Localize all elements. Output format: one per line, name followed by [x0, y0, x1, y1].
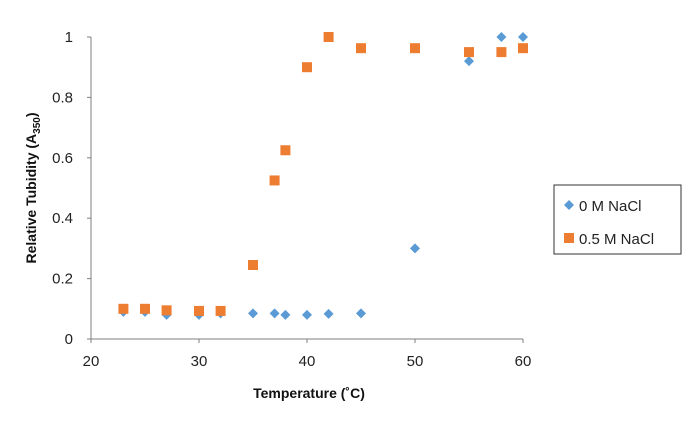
x-tick-label: 40	[299, 353, 316, 370]
legend-entry-05m-nacl: 0.5 M NaCl	[579, 231, 654, 248]
point-05m-nacl	[323, 32, 334, 42]
point-05m-nacl	[161, 305, 172, 316]
legend-marker-diamond	[564, 200, 574, 210]
y-tick-label: 0	[65, 331, 73, 348]
y-tick-label: 0.6	[52, 150, 73, 167]
legend: 0 M NaCl 0.5 M NaCl	[553, 184, 682, 255]
point-05m-nacl	[140, 303, 150, 314]
y-tick-label: 0.2	[52, 271, 73, 288]
point-05m-nacl	[496, 47, 507, 58]
point-05m-nacl	[248, 260, 258, 271]
point-05m-nacl	[410, 43, 420, 54]
data-points	[118, 32, 528, 320]
x-tick-label: 20	[83, 353, 100, 370]
point-0m-nacl	[496, 32, 507, 42]
point-05m-nacl	[118, 303, 129, 314]
tick-labels: 20 30 40 50 60 0 0.2 0.4 0.6 0.8 1	[52, 29, 531, 370]
point-05m-nacl	[215, 305, 226, 316]
point-05m-nacl	[280, 145, 291, 156]
legend-box	[553, 184, 682, 255]
point-05m-nacl	[464, 47, 474, 58]
x-tick-label: 50	[407, 353, 424, 370]
point-0m-nacl	[302, 309, 312, 320]
point-05m-nacl	[269, 175, 280, 186]
point-0m-nacl	[356, 308, 366, 319]
point-05m-nacl	[356, 43, 366, 54]
point-0m-nacl	[410, 243, 420, 254]
y-axis-label-tail: )	[23, 112, 39, 117]
axes	[90, 37, 523, 340]
point-0m-nacl	[248, 308, 258, 319]
legend-entry-0m-nacl: 0 M NaCl	[579, 198, 642, 215]
point-05m-nacl	[518, 43, 528, 54]
point-05m-nacl	[194, 305, 204, 316]
point-0m-nacl	[518, 32, 528, 42]
point-0m-nacl	[280, 309, 291, 320]
x-tick-label: 60	[515, 353, 532, 370]
y-tick-label: 0.4	[52, 210, 73, 227]
y-axis-label-main: Relative Tubidity (A	[23, 134, 39, 264]
y-axis-label-subscript: 350	[32, 117, 43, 134]
y-tick-label: 1	[65, 29, 73, 46]
point-0m-nacl	[464, 56, 474, 67]
point-05m-nacl	[302, 62, 312, 73]
point-0m-nacl	[323, 308, 334, 319]
x-axis-label: Temperature (˚C)	[253, 385, 365, 401]
y-tick-label: 0.8	[52, 89, 73, 106]
y-axis-label: Relative Tubidity (A350)	[23, 112, 43, 263]
legend-marker-square	[564, 233, 574, 243]
x-tick-label: 30	[191, 353, 208, 370]
point-0m-nacl	[269, 308, 280, 319]
